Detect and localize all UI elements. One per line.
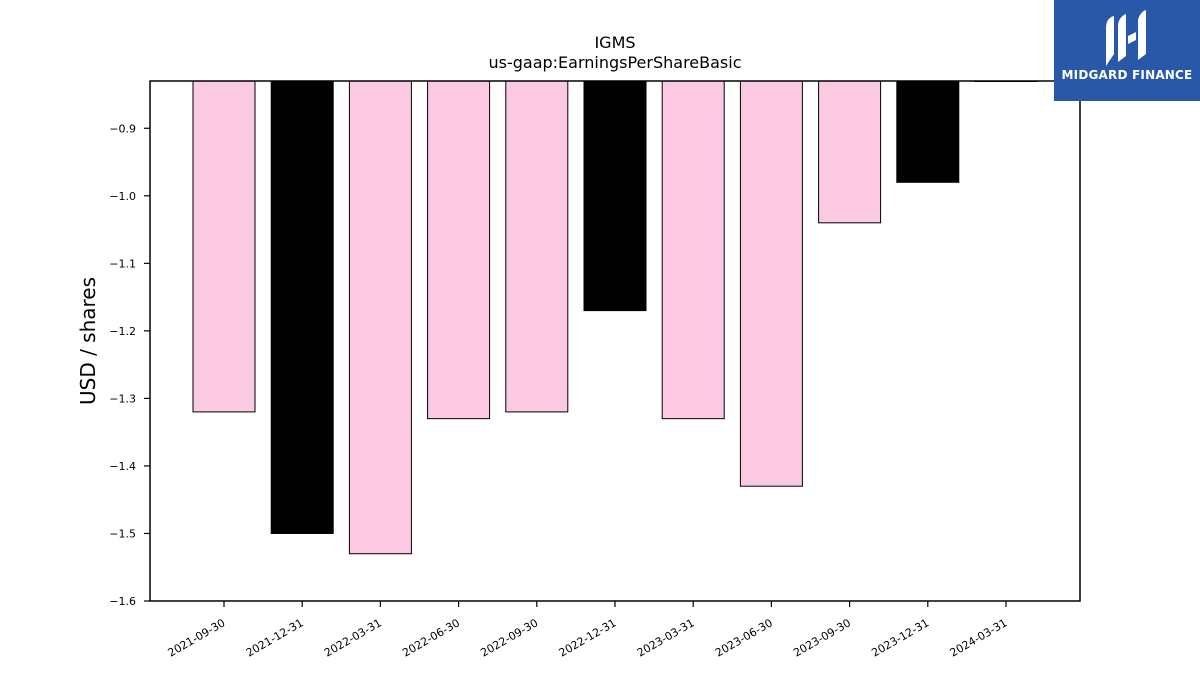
y-tick-label: −1.4 <box>109 460 136 473</box>
y-tick-label: −1.3 <box>109 392 136 405</box>
x-tick-label: 2022-06-30 <box>400 616 462 659</box>
bar-2023-09-30 <box>818 80 882 224</box>
y-tick-label: −1.1 <box>109 257 136 270</box>
x-tick-label: 2021-12-31 <box>244 616 306 659</box>
x-ticks: 2021-09-30 2021-12-31 2022-03-31 2022-06-30… <box>166 601 1010 660</box>
y-tick-label: −1.5 <box>109 527 136 540</box>
bar-2023-12-31 <box>896 80 960 183</box>
chart-title: IGMS <box>594 33 635 52</box>
bar-2022-12-31 <box>583 80 647 312</box>
logo-mark-icon <box>1106 10 1146 66</box>
midgard-finance-logo: MIDGARD FINANCE <box>1054 0 1200 101</box>
chart-subtitle: us-gaap:EarningsPerShareBasic <box>488 53 741 72</box>
bar-2023-06-30 <box>739 80 803 487</box>
y-tick-label: −1.2 <box>109 325 136 338</box>
y-tick-label: −1.0 <box>109 190 136 203</box>
y-tick-label: −0.9 <box>109 122 136 135</box>
x-tick-label: 2023-12-31 <box>869 616 931 659</box>
logo-text: MIDGARD FINANCE <box>1061 68 1193 82</box>
x-tick-label: 2023-09-30 <box>791 616 853 659</box>
y-axis-label: USD / shares <box>76 277 100 405</box>
x-tick-label: 2024-03-31 <box>948 616 1010 659</box>
bar-2022-06-30 <box>427 80 491 420</box>
x-tick-label: 2022-03-31 <box>322 616 384 659</box>
x-tick-label: 2022-09-30 <box>478 616 540 659</box>
plot-frame <box>149 80 1081 602</box>
bar-2022-03-31 <box>348 80 412 555</box>
y-tick-label: −1.6 <box>109 595 136 608</box>
x-tick-label: 2022-12-31 <box>557 616 619 659</box>
y-ticks: −1.6 −1.5 −1.4 −1.3 −1.2 −1.1 −1.0 −0.9 <box>109 122 150 608</box>
bar-2022-09-30 <box>505 80 569 413</box>
bar-2021-12-31 <box>270 80 334 534</box>
x-tick-label: 2021-09-30 <box>166 616 228 659</box>
bars-layer <box>192 80 1038 555</box>
x-tick-label: 2023-03-31 <box>635 616 697 659</box>
bar-2023-03-31 <box>661 80 725 420</box>
x-tick-label: 2023-06-30 <box>713 616 775 659</box>
bar-2021-09-30 <box>192 80 256 413</box>
